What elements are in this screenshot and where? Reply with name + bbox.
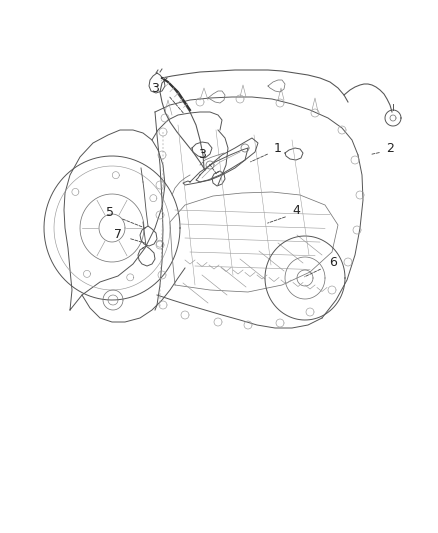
Text: 7: 7: [114, 229, 122, 241]
Text: 4: 4: [292, 204, 300, 216]
Text: 3: 3: [151, 82, 159, 94]
Text: 3: 3: [198, 149, 206, 161]
Text: 6: 6: [329, 255, 337, 269]
Text: 2: 2: [386, 141, 394, 155]
Text: 1: 1: [274, 141, 282, 155]
Text: 5: 5: [106, 206, 114, 219]
